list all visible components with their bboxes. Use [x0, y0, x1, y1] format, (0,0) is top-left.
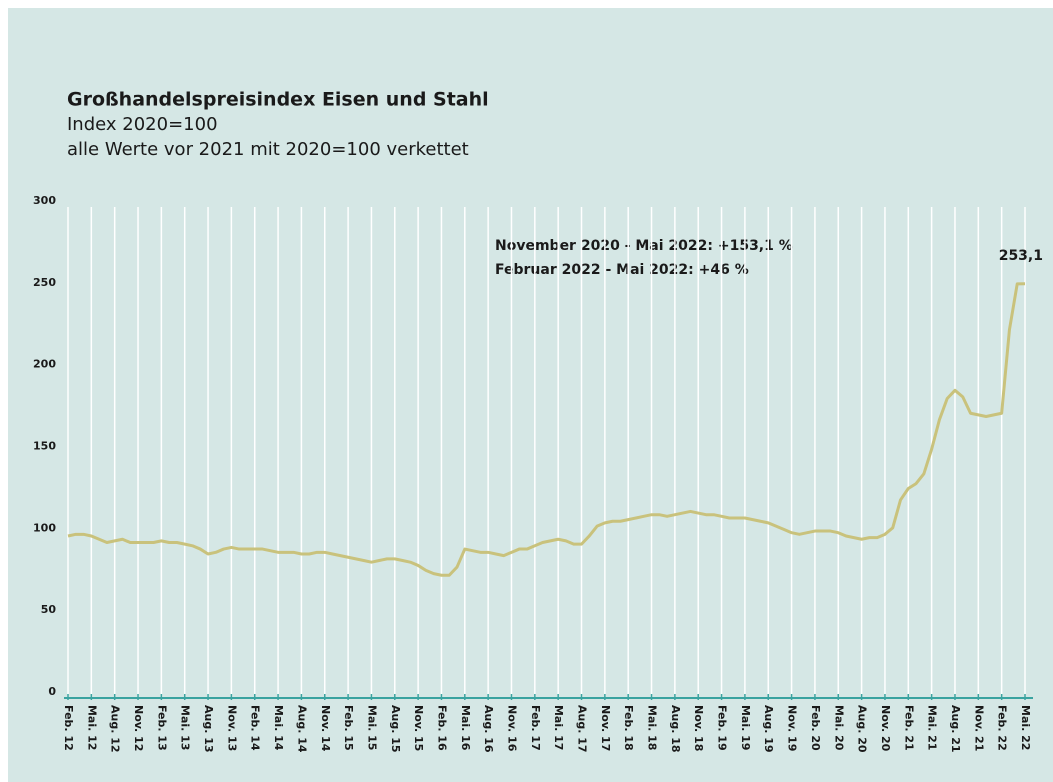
x-tick-label: Aug. 12	[109, 705, 122, 753]
x-tick-label: Nov. 21	[972, 705, 985, 751]
line-series	[67, 282, 1026, 577]
x-tick-label: Mai. 13	[179, 705, 192, 750]
y-tick-label: 50	[41, 603, 57, 616]
x-tick-label: Nov. 16	[505, 705, 518, 752]
x-tick-label: Mai. 20	[832, 705, 845, 751]
x-tick-label: Feb. 14	[249, 705, 262, 751]
x-tick-label: Aug. 20	[856, 705, 869, 753]
x-tick-label: Nov. 12	[132, 705, 145, 751]
x-tick-label: Mai. 18	[646, 705, 659, 750]
y-tick-label: 250	[33, 276, 56, 289]
value-label: 253,1	[999, 248, 1043, 264]
x-tick-label: Nov. 18	[692, 705, 705, 751]
x-tick-label: Nov. 17	[599, 705, 612, 751]
x-tick-label: Aug. 19	[762, 705, 775, 753]
x-tick-label: Aug. 15	[389, 705, 402, 753]
y-tick-label: 150	[33, 440, 56, 453]
background	[8, 8, 1053, 782]
x-tick-label: Aug. 16	[482, 705, 495, 753]
subtitle: Index 2020=100	[67, 114, 218, 135]
x-tick-label: Feb. 12	[62, 705, 75, 751]
x-tick-label: Mai. 19	[739, 705, 752, 750]
x-tick-label: Feb. 16	[435, 705, 448, 751]
x-tick-label: Mai. 17	[552, 705, 565, 750]
x-tick-label: Mai. 12	[85, 705, 98, 750]
x-tick-label: Mai. 15	[365, 705, 378, 750]
x-tick-label: Feb. 22	[996, 705, 1009, 751]
x-tick-label: Aug. 14	[295, 705, 308, 753]
x-tick-label: Aug. 21	[949, 705, 962, 753]
y-tick-label: 100	[33, 521, 56, 534]
y-tick-label: 200	[33, 358, 56, 371]
chart-title: Großhandelspreisindex Eisen und Stahl	[67, 89, 489, 111]
x-tick-label: Feb. 13	[155, 705, 168, 751]
x-tick-label: Feb. 20	[809, 705, 822, 751]
x-tick-label: Nov. 15	[412, 705, 425, 751]
y-tick-label: 0	[48, 685, 56, 698]
annotation: November 2020 - Mai 2022: +153,1 %	[495, 238, 793, 254]
x-tick-label: Nov. 13	[225, 705, 238, 751]
subtitle: alle Werte vor 2021 mit 2020=100 verkett…	[67, 139, 469, 160]
x-tick-label: Mai. 14	[272, 705, 285, 751]
x-tick-label: Mai. 21	[926, 705, 939, 750]
annotation: Februar 2022 - Mai 2022: +46 %	[495, 262, 749, 278]
x-tick-label: Nov. 20	[879, 705, 892, 752]
x-tick-label: Feb. 21	[902, 705, 915, 751]
x-tick-label: Feb. 19	[716, 705, 729, 751]
x-tick-label: Nov. 19	[786, 705, 799, 751]
x-tick-label: Aug. 17	[576, 705, 589, 753]
x-tick-label: Nov. 14	[319, 705, 332, 752]
x-tick-label: Feb. 18	[622, 705, 635, 751]
x-tick-label: Feb. 17	[529, 705, 542, 751]
x-tick-label: Mai. 22	[1019, 705, 1032, 750]
x-tick-label: Feb. 15	[342, 705, 355, 751]
x-tick-label: Aug. 13	[202, 705, 215, 753]
y-tick-label: 300	[33, 194, 56, 207]
x-tick-label: Mai. 16	[459, 705, 472, 751]
x-tick-label: Aug. 18	[669, 705, 682, 753]
